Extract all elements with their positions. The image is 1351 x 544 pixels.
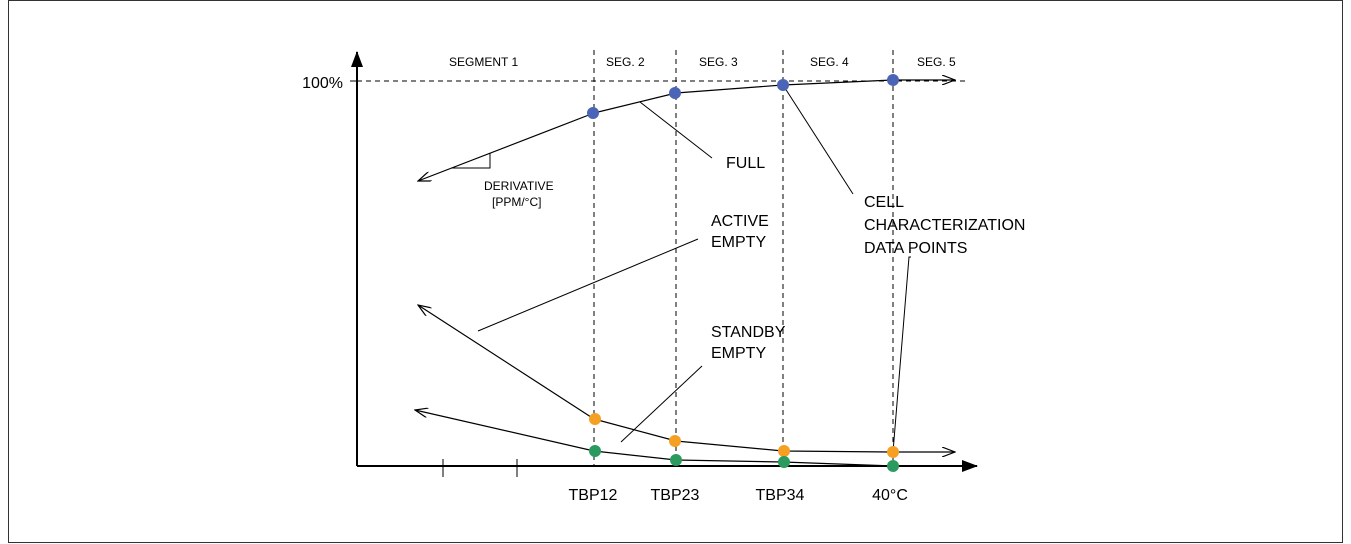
active-empty-label-line2: EMPTY xyxy=(711,234,766,251)
full-data-point xyxy=(777,79,789,91)
derivative-label-line1: DERIVATIVE xyxy=(484,179,554,193)
derivative-slope-marker xyxy=(451,153,491,169)
x-tick-label-tbp23: TBP23 xyxy=(651,487,700,504)
active-empty-extension xyxy=(418,305,595,420)
segment-label-1: SEGMENT 1 xyxy=(449,55,518,69)
data-points-leader-upper xyxy=(782,84,854,195)
segment-label-5: SEG. 5 xyxy=(917,55,956,69)
full-data-point xyxy=(669,87,681,99)
active-empty-label-line1: ACTIVE xyxy=(711,213,769,230)
active-empty-data-point xyxy=(778,445,790,457)
y-axis-label-100: 100% xyxy=(302,75,343,92)
full-leader xyxy=(639,101,713,159)
full-data-point xyxy=(887,74,899,86)
standby-empty-label-line2: EMPTY xyxy=(711,345,766,362)
data-points-leader-lower xyxy=(892,256,911,453)
standby-empty-label-line1: STANDBY xyxy=(711,324,786,341)
data-points-label-line2: CHARACTERIZATION xyxy=(864,217,1025,234)
standby-empty-data-point xyxy=(670,454,682,466)
active-empty-data-point xyxy=(589,413,601,425)
full-data-point xyxy=(587,107,599,119)
standby-empty-data-point xyxy=(887,460,899,472)
segment-label-3: SEG. 3 xyxy=(699,55,738,69)
full-curve-extension xyxy=(418,112,595,181)
standby-empty-leader xyxy=(620,365,703,443)
active-empty-data-point xyxy=(887,446,899,458)
data-points-label-line1: CELL xyxy=(864,194,904,211)
standby-empty-data-point xyxy=(589,445,601,457)
data-points-label-line3: DATA POINTS xyxy=(864,240,967,257)
segment-label-4: SEG. 4 xyxy=(810,55,849,69)
active-empty-data-point xyxy=(669,435,681,447)
x-tick-label-tbp34: TBP34 xyxy=(756,487,805,504)
standby-empty-data-point xyxy=(778,456,790,468)
standby-empty-extension xyxy=(415,410,595,452)
x-tick-label-40c: 40°C xyxy=(872,487,908,504)
derivative-label-line2: [PPM/°C] xyxy=(492,195,541,209)
standby-empty-curve xyxy=(593,450,894,467)
active-empty-leader xyxy=(477,238,699,332)
x-tick-label-tbp12: TBP12 xyxy=(569,487,618,504)
full-curve-label: FULL xyxy=(726,155,765,172)
active-empty-curve xyxy=(593,418,955,452)
segment-label-2: SEG. 2 xyxy=(606,55,645,69)
